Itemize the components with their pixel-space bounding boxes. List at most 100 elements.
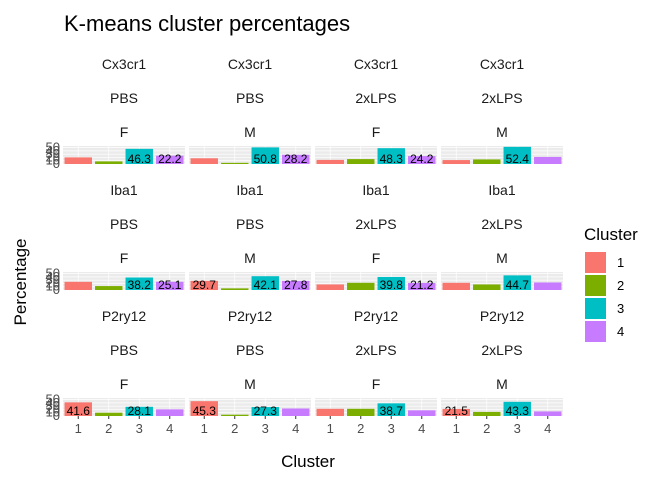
bar xyxy=(282,154,310,164)
y-tick-label: 40 xyxy=(46,269,60,284)
y-tick-label: 50 xyxy=(46,392,60,407)
x-tick-label: 3 xyxy=(514,421,521,436)
panel-background xyxy=(63,398,185,416)
x-tick-label: 4 xyxy=(166,421,173,436)
y-tick-label: 0 xyxy=(53,156,60,171)
bar xyxy=(95,286,123,290)
data-label: 21.5 xyxy=(445,404,469,418)
bar xyxy=(503,275,531,290)
strip-label: PBS xyxy=(110,90,138,106)
facet-panel: P2ry12 2xLPS M 21.5 43.3 1 2 3 4 xyxy=(441,308,563,436)
bar xyxy=(190,280,218,290)
bar xyxy=(95,161,123,164)
x-tick-label: 3 xyxy=(388,421,395,436)
facet-panel: Iba1 2xLPS M 44.7 xyxy=(441,182,563,292)
x-tick-label: 1 xyxy=(201,421,208,436)
bar xyxy=(190,158,218,164)
strip-label: PBS xyxy=(236,216,264,232)
data-label: 21.2 xyxy=(410,278,434,292)
bar xyxy=(282,408,310,416)
bar xyxy=(156,155,184,164)
panel-background xyxy=(315,146,437,164)
data-label: 39.8 xyxy=(380,278,404,292)
legend-key xyxy=(585,275,606,296)
x-tick-label: 2 xyxy=(105,421,112,436)
strip-label: Iba1 xyxy=(362,182,389,198)
y-tick-label: 50 xyxy=(46,140,60,155)
x-axis-label: Cluster xyxy=(281,452,335,471)
panel-background xyxy=(189,146,311,164)
y-axis-label: Percentage xyxy=(11,239,30,326)
y-tick-label: 30 xyxy=(46,272,60,287)
bar xyxy=(316,284,344,290)
legend-key xyxy=(585,321,606,342)
legend-label: 4 xyxy=(617,324,624,339)
y-tick-label: 0 xyxy=(53,282,60,297)
panel-background xyxy=(189,272,311,290)
data-label: 45.3 xyxy=(193,404,217,418)
y-tick-label: 0 xyxy=(53,408,60,423)
bar xyxy=(408,282,436,290)
bar xyxy=(377,148,405,164)
data-label: 50.8 xyxy=(254,152,278,166)
bar xyxy=(442,408,470,416)
bar xyxy=(316,159,344,164)
data-label: 38.2 xyxy=(128,278,152,292)
bar xyxy=(125,148,153,164)
bar xyxy=(251,276,279,290)
legend-title: Cluster xyxy=(584,225,638,244)
strip-label: F xyxy=(120,250,129,266)
bar xyxy=(64,281,92,290)
y-tick-label: 50 xyxy=(46,266,60,281)
strip-label: F xyxy=(372,250,381,266)
bar xyxy=(503,146,531,164)
bar xyxy=(221,414,249,416)
bar xyxy=(377,403,405,416)
data-label: 29.7 xyxy=(193,278,217,292)
facet-panel: Iba1 PBS M 29.7 42.1 27.8 xyxy=(189,182,311,292)
strip-label: Cx3cr1 xyxy=(228,56,273,72)
x-tick-label: 3 xyxy=(262,421,269,436)
y-tick-label: 40 xyxy=(46,395,60,410)
bar xyxy=(64,157,92,164)
strip-label: Iba1 xyxy=(236,182,263,198)
data-label: 28.2 xyxy=(284,152,308,166)
legend: 1 2 3 4 xyxy=(585,252,624,342)
strip-label: PBS xyxy=(236,90,264,106)
x-tick-label: 2 xyxy=(483,421,490,436)
facet-panel: P2ry12 2xLPS F 38.7 1 2 3 4 xyxy=(315,308,437,436)
bar xyxy=(64,402,92,416)
strip-label: 2xLPS xyxy=(355,342,396,358)
bar xyxy=(251,147,279,164)
strip-label: PBS xyxy=(110,342,138,358)
data-label: 46.3 xyxy=(128,152,152,166)
bar xyxy=(503,401,531,416)
facet-panel: Cx3cr1 PBS M 50.8 28.2 xyxy=(189,56,311,166)
x-tick-label: 2 xyxy=(231,421,238,436)
strip-label: F xyxy=(372,124,381,140)
strip-label: Iba1 xyxy=(110,182,137,198)
panel-background xyxy=(315,272,437,290)
data-label: 52.4 xyxy=(506,152,530,166)
facet-panel: Iba1 2xLPS F 39.8 21.2 xyxy=(315,182,437,292)
strip-label: P2ry12 xyxy=(480,308,525,324)
legend-key xyxy=(585,252,606,273)
facet-panel: Cx3cr1 2xLPS M 52.4 xyxy=(441,56,563,166)
legend-label: 3 xyxy=(617,301,624,316)
data-label: 41.6 xyxy=(67,404,91,418)
bar xyxy=(156,409,184,416)
strip-label: P2ry12 xyxy=(228,308,273,324)
y-tick-label: 30 xyxy=(46,398,60,413)
panel-background xyxy=(189,398,311,416)
x-tick-label: 1 xyxy=(453,421,460,436)
strip-label: P2ry12 xyxy=(102,308,147,324)
bar xyxy=(347,282,375,290)
bar xyxy=(125,406,153,416)
strip-label: M xyxy=(244,250,256,266)
strip-label: PBS xyxy=(110,216,138,232)
data-label: 27.8 xyxy=(284,278,308,292)
bar xyxy=(473,159,501,164)
